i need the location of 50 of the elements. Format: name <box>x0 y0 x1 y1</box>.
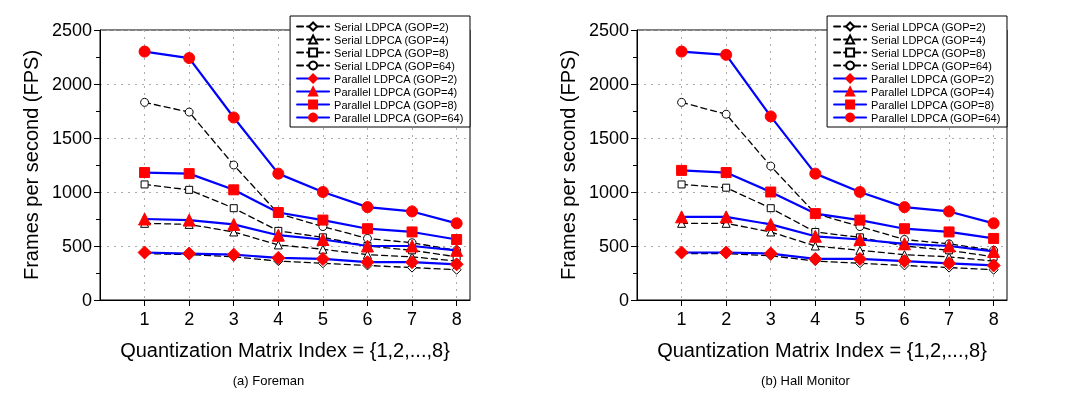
y-axis-title: Frames per second (FPS) <box>20 49 43 281</box>
x-tick-label: 6 <box>899 309 910 329</box>
legend-label: Serial LDPCA (GOP=4) <box>334 33 449 46</box>
y-tick-label: 500 <box>61 236 92 256</box>
x-axis-title: Quantization Matrix Index = {1,2,...,8} <box>657 339 988 361</box>
legend-label: Serial LDPCA (GOP=8) <box>871 46 986 59</box>
x-tick-label: 4 <box>810 309 821 329</box>
x-tick-label: 8 <box>988 309 999 329</box>
y-tick-label: 500 <box>598 236 629 256</box>
legend-label: Serial LDPCA (GOP=8) <box>334 46 449 59</box>
y-tick-label: 0 <box>81 290 92 310</box>
legend-label: Serial LDPCA (GOP=2) <box>334 20 449 33</box>
x-tick-label: 3 <box>228 309 239 329</box>
y-tick-label: 2000 <box>588 74 629 94</box>
x-tick-label: 5 <box>317 309 328 329</box>
legend-label: Serial LDPCA (GOP=2) <box>871 20 986 33</box>
y-tick-label: 2500 <box>51 20 92 40</box>
y-tick-label: 1000 <box>51 182 92 202</box>
y-tick-label: 1000 <box>588 182 629 202</box>
x-tick-label: 6 <box>362 309 373 329</box>
legend-label: Parallel LDPCA (GOP=64) <box>334 111 464 124</box>
x-tick-label: 7 <box>407 309 418 329</box>
text: (a) Foreman <box>232 373 305 388</box>
x-tick-label: 7 <box>944 309 955 329</box>
legend-label: Serial LDPCA (GOP=64) <box>871 59 992 72</box>
legend-label: Serial LDPCA (GOP=64) <box>334 59 455 72</box>
legend-label: Parallel LDPCA (GOP=4) <box>871 85 995 98</box>
text: (b) Hall Monitor <box>761 373 851 388</box>
legend-label: Parallel LDPCA (GOP=2) <box>871 72 995 85</box>
legend-label: Parallel LDPCA (GOP=4) <box>334 85 458 98</box>
x-tick-label: 2 <box>184 309 195 329</box>
x-tick-label: 4 <box>273 309 284 329</box>
x-tick-label: 3 <box>765 309 776 329</box>
x-tick-label: 5 <box>854 309 865 329</box>
y-tick-label: 2000 <box>51 74 92 94</box>
y-axis-title: Frames per second (FPS) <box>557 49 580 281</box>
x-tick-label: 1 <box>139 309 150 329</box>
y-tick-label: 1500 <box>51 128 92 148</box>
legend-label: Parallel LDPCA (GOP=8) <box>334 98 458 111</box>
x-tick-label: 8 <box>451 309 462 329</box>
legend-label: Parallel LDPCA (GOP=64) <box>871 111 1001 124</box>
x-tick-label: 2 <box>721 309 732 329</box>
y-tick-label: 0 <box>618 290 629 310</box>
legend-label: Parallel LDPCA (GOP=8) <box>871 98 995 111</box>
legend-label: Serial LDPCA (GOP=4) <box>871 33 986 46</box>
y-tick-label: 1500 <box>588 128 629 148</box>
x-tick-label: 1 <box>676 309 687 329</box>
legend-label: Parallel LDPCA (GOP=2) <box>334 72 458 85</box>
y-tick-label: 2500 <box>588 20 629 40</box>
x-axis-title: Quantization Matrix Index = {1,2,...,8} <box>120 339 451 361</box>
